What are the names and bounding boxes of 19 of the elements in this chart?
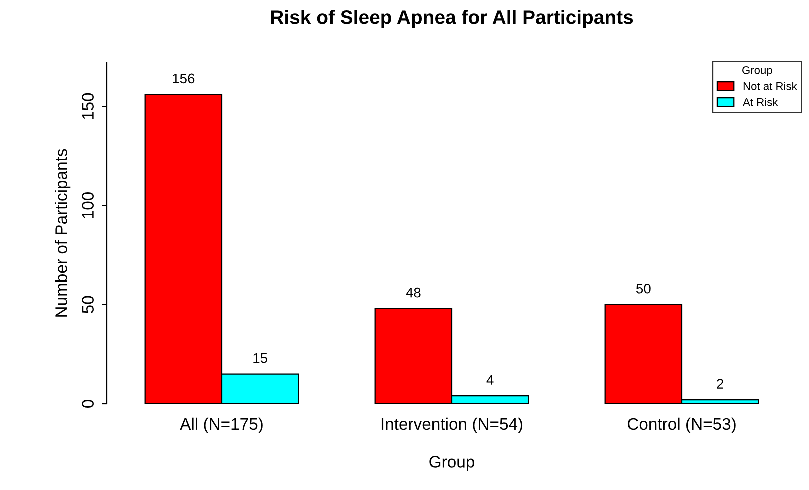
y-tick-label: 100 <box>82 192 94 218</box>
y-tick-label: 50 <box>82 296 94 314</box>
chart-title: Risk of Sleep Apnea for All Participants <box>271 10 634 28</box>
legend-title: Group <box>742 66 772 77</box>
data-label: 48 <box>406 288 421 298</box>
y-tick-label: 150 <box>82 93 94 120</box>
y-tick-label: 0 <box>82 400 94 408</box>
data-label: 4 <box>486 375 494 385</box>
x-tick-label: All (N=175) <box>180 418 263 434</box>
data-label: 50 <box>636 284 651 294</box>
legend-label: Not at Risk <box>744 82 798 90</box>
x-tick-label: Intervention (N=54) <box>382 418 523 434</box>
y-axis-title: Number of Participants <box>55 149 71 317</box>
data-label: 15 <box>254 353 268 364</box>
data-label: 156 <box>173 74 195 84</box>
x-tick-label: Control (N=53) <box>628 418 736 434</box>
data-label: 2 <box>717 379 724 389</box>
legend-label: At Risk <box>743 98 778 106</box>
x-axis-title: Group <box>430 456 474 472</box>
